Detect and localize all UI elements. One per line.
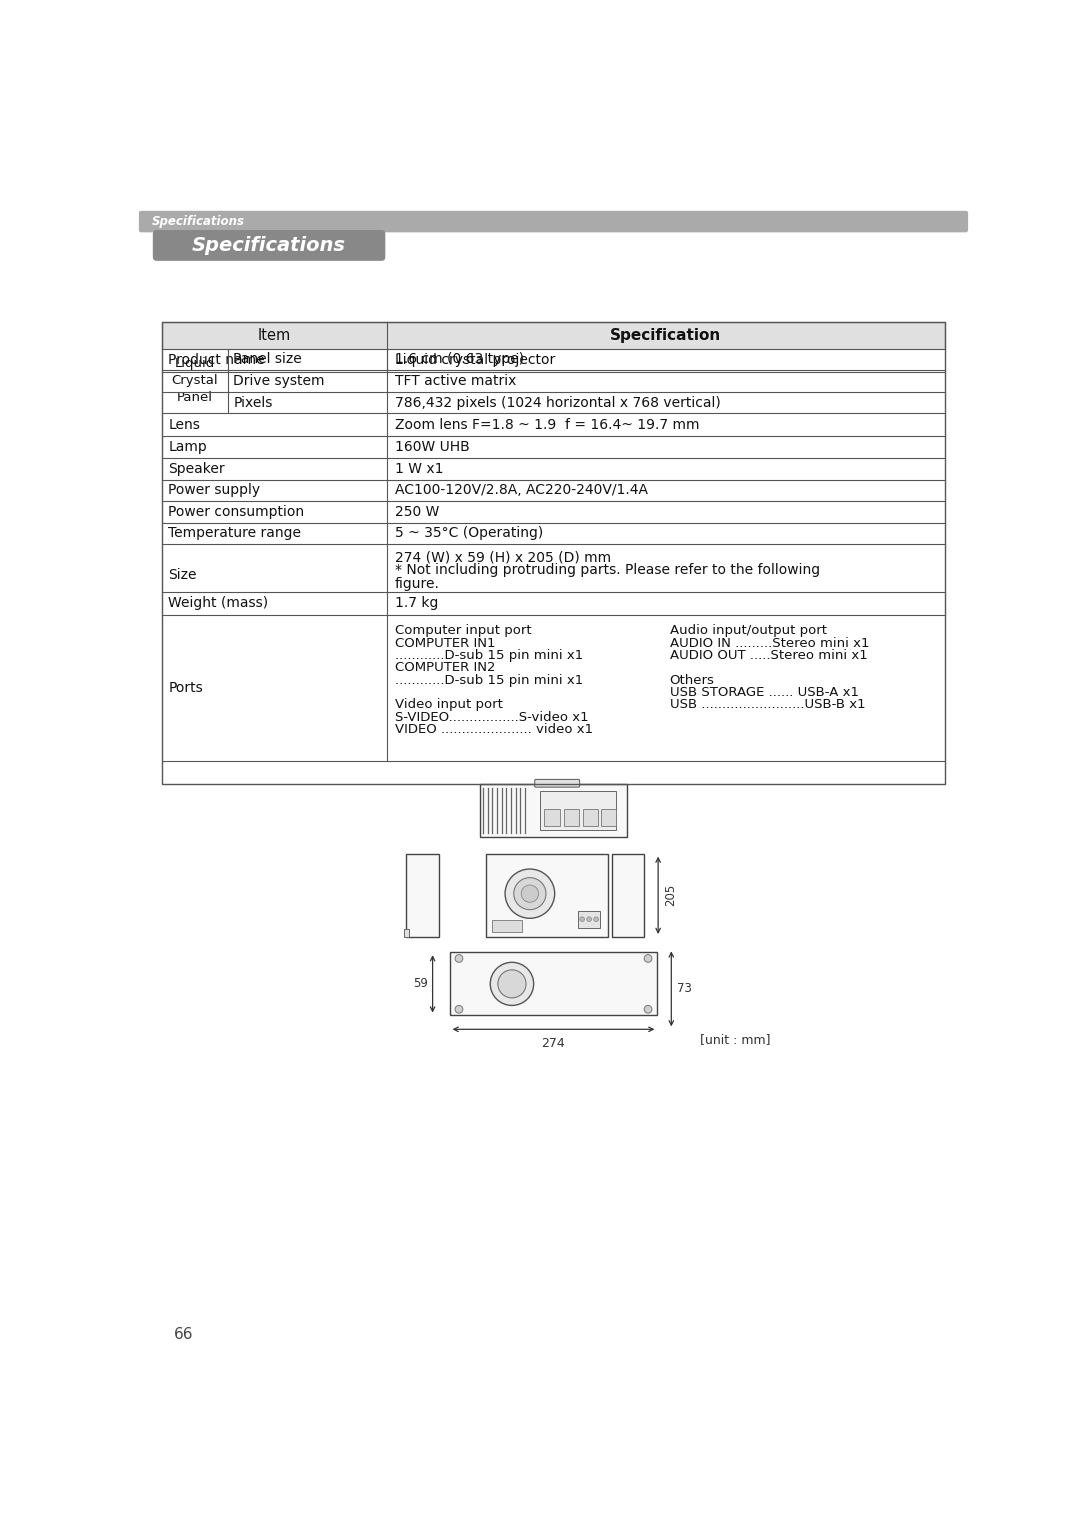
Text: Item: Item — [258, 328, 292, 343]
Text: USB STORAGE ...... USB-A x1: USB STORAGE ...... USB-A x1 — [670, 686, 859, 699]
Circle shape — [490, 962, 534, 1005]
Text: Specifications: Specifications — [192, 236, 346, 254]
Circle shape — [586, 916, 592, 922]
Text: [unit : mm]: [unit : mm] — [700, 1033, 770, 1046]
Bar — [404, 930, 409, 938]
Bar — [544, 809, 559, 826]
Text: 5 ~ 35°C (Operating): 5 ~ 35°C (Operating) — [394, 527, 543, 541]
Text: ............D-sub 15 pin mini x1: ............D-sub 15 pin mini x1 — [394, 674, 583, 686]
Bar — [578, 910, 600, 928]
Text: AC100-120V/2.8A, AC220-240V/1.4A: AC100-120V/2.8A, AC220-240V/1.4A — [394, 483, 648, 498]
Bar — [583, 809, 598, 826]
Text: Specifications: Specifications — [152, 214, 245, 228]
Text: AUDIO IN .........Stereo mini x1: AUDIO IN .........Stereo mini x1 — [670, 637, 869, 650]
Text: VIDEO ...................... video x1: VIDEO ...................... video x1 — [394, 723, 593, 735]
Bar — [162, 322, 945, 349]
Text: 1 W x1: 1 W x1 — [394, 461, 443, 476]
Bar — [564, 809, 579, 826]
Text: Lamp: Lamp — [168, 440, 207, 453]
Text: Zoom lens F=1.8 ~ 1.9  f = 16.4~ 19.7 mm: Zoom lens F=1.8 ~ 1.9 f = 16.4~ 19.7 mm — [394, 418, 699, 432]
Text: Pixels: Pixels — [233, 395, 273, 409]
Text: Lens: Lens — [168, 418, 200, 432]
Text: S-VIDEO.................S-video x1: S-VIDEO.................S-video x1 — [394, 711, 589, 723]
FancyBboxPatch shape — [535, 780, 580, 787]
Text: ............D-sub 15 pin mini x1: ............D-sub 15 pin mini x1 — [394, 650, 583, 662]
Text: Computer input port: Computer input port — [394, 624, 531, 637]
Text: 66: 66 — [174, 1327, 193, 1342]
Circle shape — [644, 954, 652, 962]
Text: 274 (W) x 59 (H) x 205 (D) mm: 274 (W) x 59 (H) x 205 (D) mm — [394, 550, 611, 564]
Bar — [600, 809, 617, 826]
Text: Speaker: Speaker — [168, 461, 225, 476]
Circle shape — [594, 916, 598, 922]
Text: COMPUTER IN1: COMPUTER IN1 — [394, 637, 495, 650]
Text: Ports: Ports — [168, 682, 203, 696]
Bar — [611, 853, 644, 938]
Circle shape — [498, 970, 526, 997]
Text: * Not including protruding parts. Please refer to the following: * Not including protruding parts. Please… — [394, 564, 820, 578]
Bar — [406, 853, 438, 938]
Text: AUDIO OUT .....Stereo mini x1: AUDIO OUT .....Stereo mini x1 — [670, 650, 867, 662]
Circle shape — [455, 1005, 463, 1013]
Text: 160W UHB: 160W UHB — [394, 440, 470, 453]
FancyBboxPatch shape — [139, 211, 968, 233]
Text: Others: Others — [670, 674, 715, 686]
Text: 1.6 cm (0.63 type): 1.6 cm (0.63 type) — [394, 352, 524, 366]
Text: 786,432 pixels (1024 horizontal x 768 vertical): 786,432 pixels (1024 horizontal x 768 ve… — [394, 395, 720, 409]
Text: 73: 73 — [677, 982, 692, 996]
FancyBboxPatch shape — [153, 230, 386, 260]
Text: Audio input/output port: Audio input/output port — [670, 624, 827, 637]
Bar — [162, 322, 945, 784]
Text: USB .........................USB-B x1: USB .........................USB-B x1 — [670, 699, 865, 711]
Text: Size: Size — [168, 568, 197, 582]
Text: Drive system: Drive system — [233, 374, 325, 388]
Bar — [492, 919, 522, 933]
Bar — [449, 953, 658, 1016]
Bar — [540, 792, 617, 830]
Bar — [480, 784, 627, 836]
Text: Panel size: Panel size — [233, 352, 302, 366]
Text: 274: 274 — [542, 1037, 565, 1049]
Text: 59: 59 — [413, 977, 428, 990]
Text: Power consumption: Power consumption — [168, 506, 305, 519]
Text: Weight (mass): Weight (mass) — [168, 596, 269, 610]
Text: Liquid crystal projector: Liquid crystal projector — [394, 354, 555, 368]
Text: Power supply: Power supply — [168, 483, 260, 498]
Text: 205: 205 — [664, 884, 677, 907]
Text: Product name: Product name — [168, 354, 265, 368]
Circle shape — [522, 885, 539, 902]
Text: Liquid
Crystal
Panel: Liquid Crystal Panel — [172, 357, 218, 404]
Circle shape — [514, 878, 546, 910]
Text: figure.: figure. — [394, 576, 440, 590]
Circle shape — [580, 916, 584, 922]
Text: Video input port: Video input port — [394, 699, 502, 711]
Text: 1.7 kg: 1.7 kg — [394, 596, 438, 610]
Text: 250 W: 250 W — [394, 506, 438, 519]
Circle shape — [644, 1005, 652, 1013]
Circle shape — [505, 869, 555, 918]
Circle shape — [455, 954, 463, 962]
Text: Specification: Specification — [610, 328, 721, 343]
Text: TFT active matrix: TFT active matrix — [394, 374, 516, 388]
Text: Temperature range: Temperature range — [168, 527, 301, 541]
Bar — [486, 853, 608, 938]
Text: COMPUTER IN2: COMPUTER IN2 — [394, 662, 495, 674]
